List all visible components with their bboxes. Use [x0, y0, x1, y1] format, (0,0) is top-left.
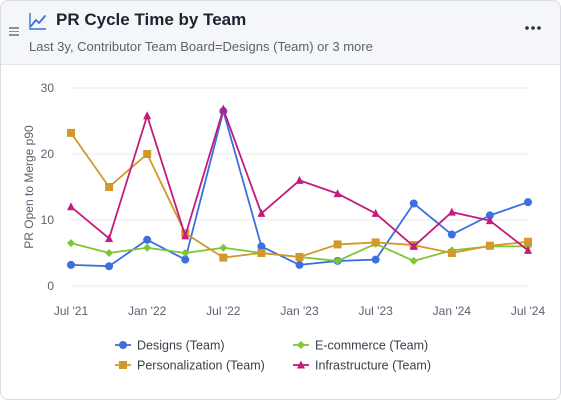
legend-item[interactable]: Infrastructure (Team)	[293, 359, 431, 373]
data-point	[67, 260, 75, 269]
data-point	[67, 202, 75, 211]
data-point	[333, 256, 342, 265]
data-point	[333, 240, 342, 249]
data-point	[371, 255, 380, 264]
y-tick-label: 10	[41, 213, 55, 227]
data-point	[105, 183, 114, 191]
data-point	[67, 239, 75, 248]
data-point	[371, 208, 380, 217]
data-point	[105, 249, 114, 257]
data-point	[371, 238, 380, 247]
card-header: PR Cycle Time by Team Last 3y, Contribut…	[1, 1, 560, 65]
data-point	[105, 233, 114, 242]
data-point	[257, 249, 266, 257]
data-point	[447, 230, 456, 239]
data-point	[447, 207, 456, 216]
data-point	[447, 249, 456, 257]
data-point	[409, 256, 418, 265]
x-tick-label: Jul '23	[359, 304, 394, 318]
data-point	[485, 241, 494, 250]
legend-item[interactable]: Designs (Team)	[115, 339, 225, 353]
series-designs-team	[67, 107, 532, 271]
card-title: PR Cycle Time by Team	[56, 10, 247, 29]
data-point	[219, 104, 228, 113]
x-tick-label: Jul '21	[54, 304, 89, 318]
data-point	[181, 231, 190, 240]
card-subtitle[interactable]: Last 3y, Contributor Team Board=Designs …	[29, 39, 373, 54]
data-point	[409, 199, 418, 208]
data-point	[297, 360, 305, 369]
data-point	[333, 189, 342, 198]
y-axis-title: PR Open to Merge p90	[22, 125, 36, 249]
data-point	[143, 150, 152, 158]
x-tick-label: Jan '22	[128, 304, 167, 318]
data-point	[409, 241, 418, 250]
data-point	[295, 260, 304, 269]
x-tick-label: Jul '24	[511, 304, 546, 318]
drag-handle-icon[interactable]	[9, 27, 19, 36]
x-tick-label: Jan '24	[433, 304, 472, 318]
data-point	[295, 252, 304, 261]
data-point	[257, 208, 266, 217]
data-point	[143, 243, 152, 252]
legend-item[interactable]: E-commerce (Team)	[293, 339, 428, 353]
data-point	[485, 216, 494, 225]
x-tick-label: Jul '22	[206, 304, 241, 318]
data-point	[485, 211, 494, 220]
data-point	[67, 128, 75, 137]
data-point	[181, 255, 190, 264]
series-line	[70, 132, 529, 259]
legend: Designs (Team) E-commerce (Team) Personali…	[115, 339, 431, 373]
legend-label: E-commerce (Team)	[315, 339, 428, 353]
more-options-icon[interactable]	[524, 23, 542, 33]
x-tick-label: Jan '23	[280, 304, 319, 318]
y-tick-label: 0	[47, 279, 54, 293]
data-point	[257, 242, 266, 251]
data-point	[297, 341, 305, 349]
series-line	[70, 110, 529, 268]
line-chart-icon	[29, 13, 46, 30]
legend-label: Personalization (Team)	[137, 359, 265, 373]
data-point	[524, 198, 532, 207]
data-point	[524, 237, 532, 246]
data-point	[524, 245, 532, 254]
data-point	[119, 361, 127, 369]
data-point	[143, 111, 152, 120]
data-point	[295, 175, 304, 184]
legend-item[interactable]: Personalization (Team)	[115, 359, 265, 373]
data-point	[143, 235, 152, 244]
legend-label: Designs (Team)	[137, 339, 225, 353]
y-axis: 0 10 20 30	[41, 81, 55, 293]
y-tick-label: 20	[41, 147, 55, 161]
data-point	[119, 341, 127, 349]
data-point	[105, 262, 114, 271]
series-layer	[67, 104, 532, 271]
x-axis: Jul '21 Jan '22 Jul '22 Jan '23 Jul '23 Jan '…	[54, 304, 546, 318]
legend-label: Infrastructure (Team)	[315, 359, 431, 373]
data-point	[219, 243, 228, 252]
y-tick-label: 30	[41, 81, 55, 95]
series-infrastructure-team	[67, 104, 532, 254]
data-point	[219, 253, 228, 262]
data-point	[181, 249, 190, 257]
